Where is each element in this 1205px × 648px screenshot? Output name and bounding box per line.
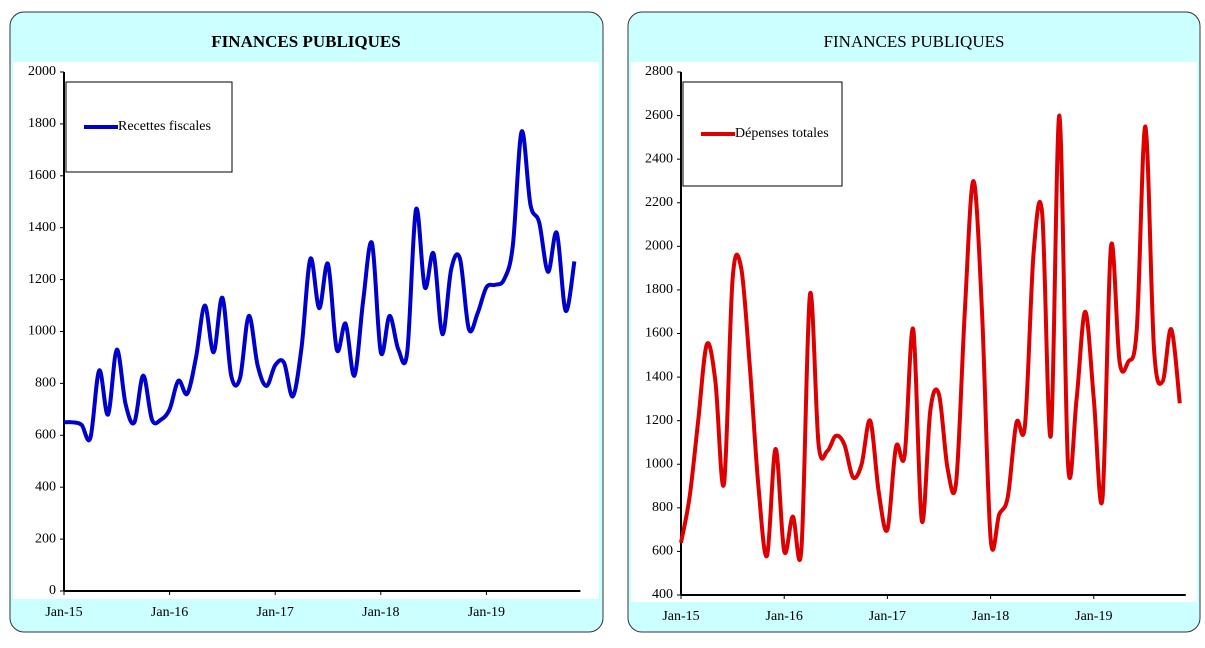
y-tick-label: 0	[49, 583, 56, 598]
y-tick-label: 2000	[645, 239, 673, 254]
y-tick-label: 400	[652, 587, 673, 602]
y-tick-label: 1000	[645, 456, 673, 471]
y-tick-label: 1000	[28, 324, 56, 339]
x-tick-label: Jan-16	[151, 605, 188, 620]
data-line	[679, 113, 1182, 562]
x-tick-label: Jan-15	[45, 605, 82, 620]
chart-title: FINANCES PUBLIQUES	[211, 32, 400, 51]
y-tick-label: 600	[35, 428, 56, 443]
y-tick-label: 1200	[28, 272, 56, 287]
y-tick-label: 2800	[645, 64, 673, 79]
x-tick-label: Jan-18	[362, 605, 399, 620]
y-tick-label: 2000	[28, 64, 56, 79]
y-tick-label: 1600	[645, 326, 673, 341]
x-tick-label: Jan-18	[972, 609, 1009, 624]
x-tick-label: Jan-17	[869, 609, 906, 624]
x-tick-label: Jan-17	[257, 605, 294, 620]
x-tick-label: Jan-19	[1075, 609, 1112, 624]
y-tick-label: 400	[35, 479, 56, 494]
x-tick-label: Jan-19	[468, 605, 505, 620]
data-line	[63, 129, 577, 443]
y-tick-label: 1200	[645, 413, 673, 428]
y-tick-label: 2600	[645, 108, 673, 123]
y-tick-label: 2400	[645, 151, 673, 166]
chart-title: FINANCES PUBLIQUES	[824, 32, 1005, 51]
y-tick-label: 1400	[28, 220, 56, 235]
y-tick-label: 800	[652, 500, 673, 515]
x-tick-label: Jan-15	[662, 609, 699, 624]
y-tick-label: 200	[35, 531, 56, 546]
y-tick-label: 1800	[645, 282, 673, 297]
y-tick-label: 1400	[645, 369, 673, 384]
x-tick-label: Jan-16	[766, 609, 803, 624]
legend-label: Dépenses totales	[735, 126, 829, 141]
y-tick-label: 1800	[28, 116, 56, 131]
y-tick-label: 600	[652, 544, 673, 559]
legend-label: Recettes fiscales	[118, 119, 211, 134]
y-tick-label: 800	[35, 376, 56, 391]
y-tick-label: 1600	[28, 168, 56, 183]
y-tick-label: 2200	[645, 195, 673, 210]
